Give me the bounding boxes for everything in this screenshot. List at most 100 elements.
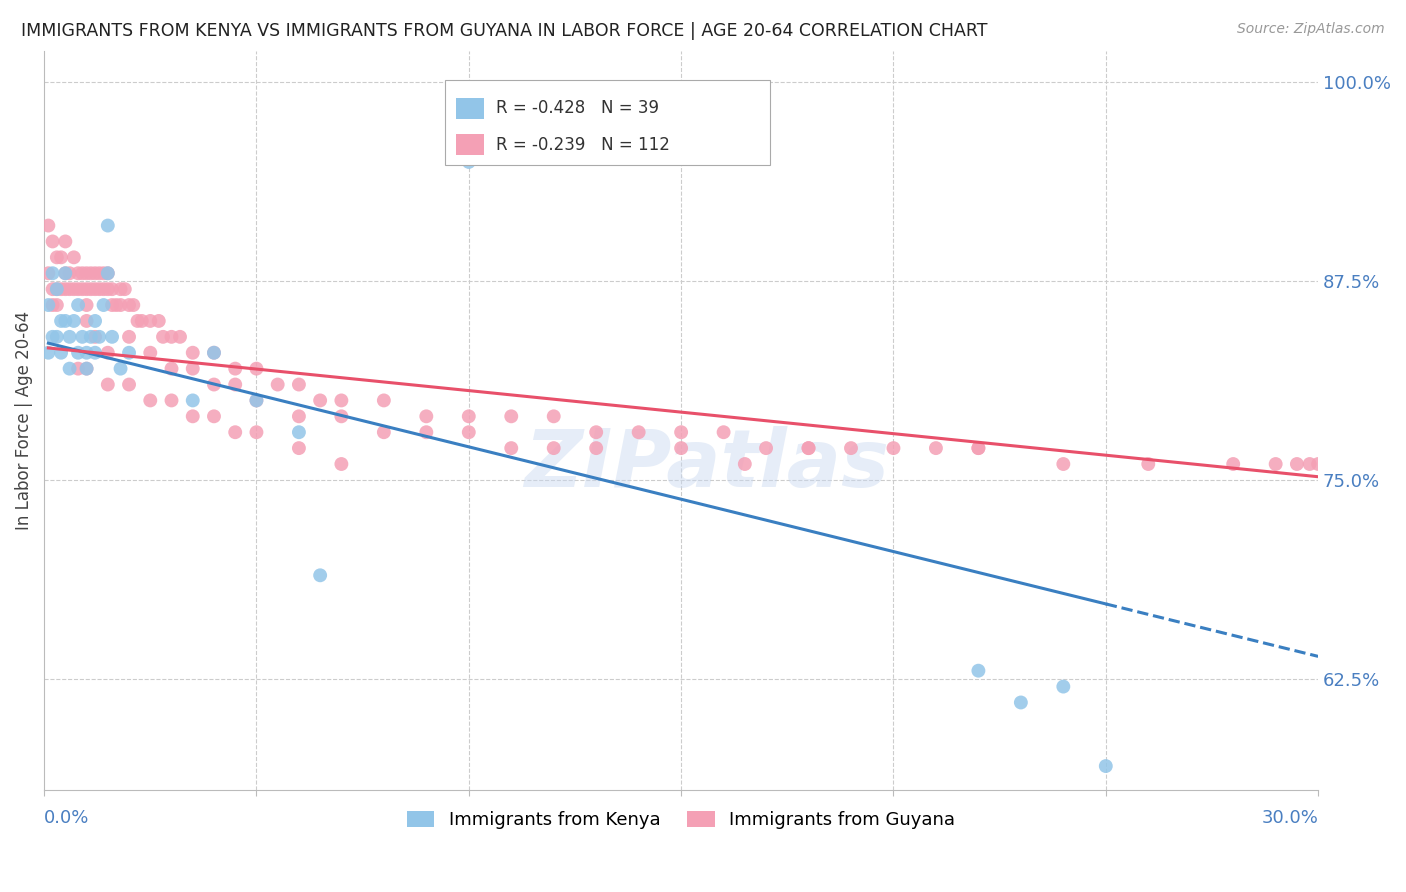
Point xyxy=(93,282,115,296)
Point xyxy=(37,266,59,280)
Point xyxy=(41,266,63,280)
Point xyxy=(160,330,183,344)
Point xyxy=(67,282,90,296)
Point xyxy=(58,361,80,376)
Point xyxy=(139,345,162,359)
Point xyxy=(309,568,332,582)
Point xyxy=(967,441,990,455)
Point xyxy=(967,441,990,455)
Point xyxy=(97,219,120,233)
Point xyxy=(373,393,395,408)
Point xyxy=(76,314,98,328)
Point xyxy=(330,393,353,408)
Point xyxy=(53,266,76,280)
Point xyxy=(37,219,59,233)
Point xyxy=(669,425,692,440)
Point xyxy=(72,266,94,280)
Point xyxy=(76,266,98,280)
Point xyxy=(288,441,311,455)
Point xyxy=(457,139,479,153)
Point xyxy=(202,377,225,392)
Point xyxy=(72,330,94,344)
Point xyxy=(1264,457,1286,471)
Point xyxy=(72,282,94,296)
Point xyxy=(76,298,98,312)
Point xyxy=(245,393,267,408)
Point xyxy=(330,457,353,471)
Point xyxy=(67,266,90,280)
Point xyxy=(543,441,565,455)
Point xyxy=(76,345,98,359)
Text: Source: ZipAtlas.com: Source: ZipAtlas.com xyxy=(1237,22,1385,37)
Point xyxy=(288,425,311,440)
Point xyxy=(63,251,86,265)
Point xyxy=(53,282,76,296)
Point xyxy=(457,425,479,440)
Point xyxy=(1052,680,1074,694)
Point xyxy=(41,282,63,296)
Point xyxy=(58,266,80,280)
Point xyxy=(266,377,288,392)
Point xyxy=(101,298,124,312)
Point xyxy=(41,330,63,344)
Point xyxy=(457,155,479,169)
Point xyxy=(58,282,80,296)
FancyBboxPatch shape xyxy=(456,135,484,155)
Point xyxy=(127,314,149,328)
Point xyxy=(45,282,67,296)
Point xyxy=(967,664,990,678)
Point xyxy=(181,393,204,408)
Point xyxy=(37,345,59,359)
Point xyxy=(89,282,111,296)
Point xyxy=(76,361,98,376)
Point xyxy=(93,298,115,312)
Point xyxy=(839,441,862,455)
Point xyxy=(734,457,756,471)
Point xyxy=(501,409,523,424)
Point xyxy=(37,298,59,312)
Point xyxy=(245,361,267,376)
Point xyxy=(45,330,67,344)
Point xyxy=(80,282,103,296)
Text: IMMIGRANTS FROM KENYA VS IMMIGRANTS FROM GUYANA IN LABOR FORCE | AGE 20-64 CORRE: IMMIGRANTS FROM KENYA VS IMMIGRANTS FROM… xyxy=(21,22,987,40)
Point xyxy=(84,314,107,328)
Point xyxy=(45,251,67,265)
Point xyxy=(288,409,311,424)
Point xyxy=(76,282,98,296)
Point xyxy=(224,361,246,376)
Point xyxy=(309,393,332,408)
Point xyxy=(45,298,67,312)
Point xyxy=(49,345,72,359)
FancyBboxPatch shape xyxy=(456,98,484,119)
Point xyxy=(501,441,523,455)
Point xyxy=(97,377,120,392)
Point xyxy=(224,377,246,392)
Point xyxy=(245,393,267,408)
Point xyxy=(181,345,204,359)
Point xyxy=(118,330,141,344)
Point xyxy=(669,441,692,455)
Point xyxy=(41,235,63,249)
Point xyxy=(110,361,132,376)
Point xyxy=(1010,696,1032,710)
Point xyxy=(925,441,948,455)
Point xyxy=(97,282,120,296)
Text: ZIPatlas: ZIPatlas xyxy=(524,425,889,504)
Point xyxy=(101,282,124,296)
Point xyxy=(585,441,607,455)
Point xyxy=(58,330,80,344)
Point xyxy=(139,393,162,408)
Text: R = -0.239   N = 112: R = -0.239 N = 112 xyxy=(496,136,671,153)
Point xyxy=(1222,457,1244,471)
Point xyxy=(80,330,103,344)
Point xyxy=(118,377,141,392)
Point xyxy=(1094,759,1116,773)
Point xyxy=(1285,457,1308,471)
Point xyxy=(101,330,124,344)
Point xyxy=(76,361,98,376)
Point xyxy=(1298,457,1320,471)
Point xyxy=(84,345,107,359)
Point xyxy=(118,298,141,312)
Point xyxy=(97,345,120,359)
Point xyxy=(84,282,107,296)
